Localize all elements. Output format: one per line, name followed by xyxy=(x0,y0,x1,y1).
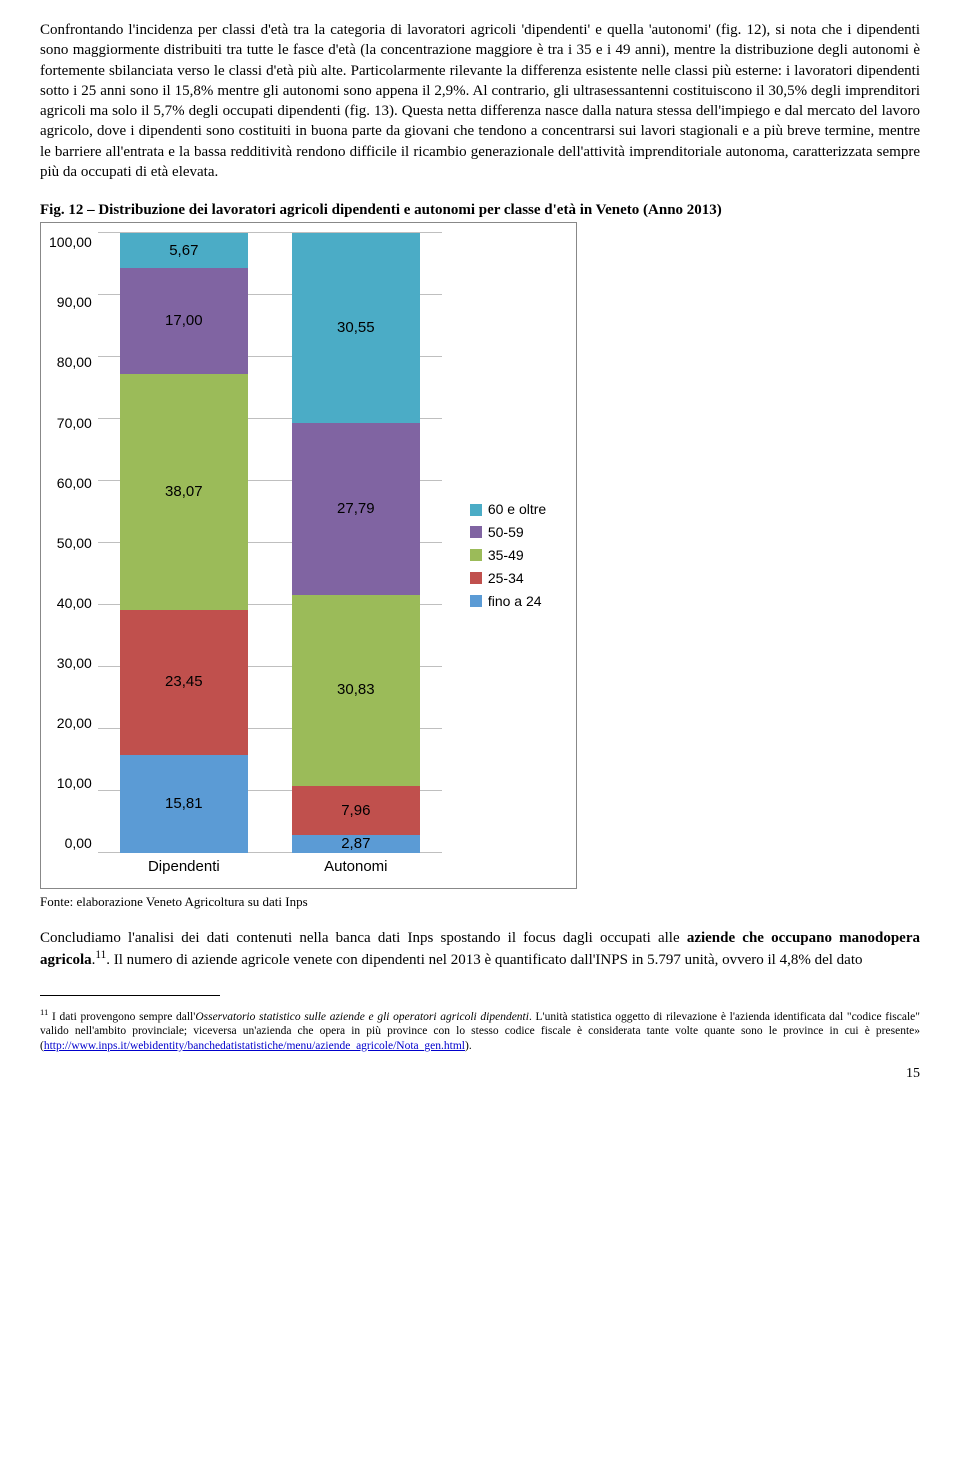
y-tick: 20,00 xyxy=(49,714,92,733)
bar-dipendenti: 15,8123,4538,0717,005,67 xyxy=(120,233,248,853)
chart-legend: 60 e oltre 50-59 35-49 25-34 fino a 24 xyxy=(470,496,546,614)
segment-60_oltre: 5,67 xyxy=(120,233,248,268)
plot-area: 15,8123,4538,0717,005,67 2,877,9630,8327,… xyxy=(98,233,442,853)
para2-b: . Il numero di aziende agricole venete c… xyxy=(106,952,862,968)
figure-title: Fig. 12 – Distribuzione dei lavoratori a… xyxy=(40,200,920,220)
segment-60_oltre: 30,55 xyxy=(292,233,420,422)
y-tick: 40,00 xyxy=(49,594,92,613)
y-tick: 0,00 xyxy=(49,834,92,853)
paragraph-2: Concludiamo l'analisi dei dati contenuti… xyxy=(40,928,920,971)
y-tick: 90,00 xyxy=(49,293,92,312)
chart-container: 100,00 90,00 80,00 70,00 60,00 50,00 40,00 30,0… xyxy=(40,222,577,888)
legend-swatch xyxy=(470,595,482,607)
segment-25_34: 7,96 xyxy=(292,786,420,835)
legend-label: 35-49 xyxy=(488,546,524,565)
segment-50_59: 27,79 xyxy=(292,423,420,595)
legend-item: 35-49 xyxy=(470,546,546,565)
segment-35_49: 30,83 xyxy=(292,595,420,786)
footnote-link[interactable]: http://www.inps.it/webidentity/banchedat… xyxy=(44,1040,465,1052)
stacked-bar-chart: 100,00 90,00 80,00 70,00 60,00 50,00 40,00 30,0… xyxy=(49,233,442,877)
y-tick: 30,00 xyxy=(49,654,92,673)
fn-a: I dati provengono sempre dall' xyxy=(48,1011,195,1023)
segment-25_34: 23,45 xyxy=(120,610,248,755)
y-tick: 100,00 xyxy=(49,233,92,252)
footnote-separator xyxy=(40,995,220,996)
segment-35_49: 38,07 xyxy=(120,374,248,610)
legend-swatch xyxy=(470,549,482,561)
y-axis: 100,00 90,00 80,00 70,00 60,00 50,00 40,00 30,0… xyxy=(49,233,98,853)
y-tick: 80,00 xyxy=(49,353,92,372)
paragraph-1: Confrontando l'incidenza per classi d'et… xyxy=(40,20,920,182)
legend-swatch xyxy=(470,526,482,538)
fn-c: ). xyxy=(465,1040,472,1052)
page-number: 15 xyxy=(40,1065,920,1084)
x-spacer xyxy=(49,857,98,877)
bar-autonomi: 2,877,9630,8327,7930,55 xyxy=(292,233,420,853)
legend-swatch xyxy=(470,504,482,516)
legend-item: fino a 24 xyxy=(470,592,546,611)
x-label: Autonomi xyxy=(292,857,420,877)
segment-fino_a_24: 15,81 xyxy=(120,755,248,853)
y-tick: 70,00 xyxy=(49,414,92,433)
legend-label: 60 e oltre xyxy=(488,500,546,519)
legend-label: 50-59 xyxy=(488,523,524,542)
fn-italic: Osservatorio statistico sulle aziende e … xyxy=(195,1011,529,1023)
segment-fino_a_24: 2,87 xyxy=(292,835,420,853)
para2-a: Concludiamo l'analisi dei dati contenuti… xyxy=(40,930,687,946)
legend-label: 25-34 xyxy=(488,569,524,588)
y-tick: 50,00 xyxy=(49,534,92,553)
legend-item: 25-34 xyxy=(470,569,546,588)
legend-swatch xyxy=(470,572,482,584)
segment-50_59: 17,00 xyxy=(120,268,248,373)
footnote-ref: 11 xyxy=(95,949,106,961)
footnote-11: 11 I dati provengono sempre dall'Osserva… xyxy=(40,1007,920,1053)
legend-item: 60 e oltre xyxy=(470,500,546,519)
legend-label: fino a 24 xyxy=(488,592,542,611)
x-label: Dipendenti xyxy=(120,857,248,877)
chart-source: Fonte: elaborazione Veneto Agricoltura s… xyxy=(40,893,920,911)
legend-item: 50-59 xyxy=(470,523,546,542)
y-tick: 60,00 xyxy=(49,474,92,493)
y-tick: 10,00 xyxy=(49,774,92,793)
